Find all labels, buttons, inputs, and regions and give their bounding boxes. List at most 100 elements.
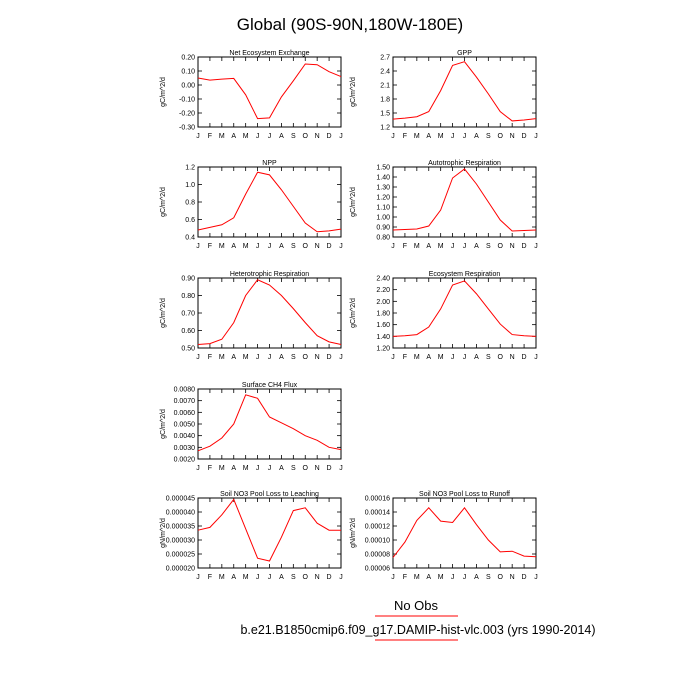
x-tick-label: J	[256, 574, 260, 581]
x-tick-label: J	[256, 133, 260, 140]
y-tick-label: 0.8	[185, 200, 195, 207]
x-tick-label: J	[451, 574, 455, 581]
x-tick-label: D	[327, 243, 332, 250]
x-tick-label: M	[219, 133, 225, 140]
x-tick-label: A	[474, 574, 479, 581]
x-tick-label: A	[231, 465, 236, 472]
x-tick-label: O	[498, 133, 504, 140]
x-tick-label: A	[231, 354, 236, 361]
x-tick-label: J	[463, 574, 467, 581]
panel-4: Autotrophic Respiration 0.80 0.90 1.00 1.10 1…	[350, 160, 538, 250]
x-tick-label: J	[391, 354, 395, 361]
x-tick-label: A	[231, 243, 236, 250]
y-tick-label: 0.50	[181, 346, 195, 353]
y-tick-label: 0.0080	[174, 387, 196, 394]
x-tick-label: D	[522, 133, 527, 140]
x-tick-label: J	[196, 574, 200, 581]
x-tick-label: F	[208, 133, 212, 140]
x-tick-label: A	[279, 133, 284, 140]
x-tick-label: M	[414, 133, 420, 140]
x-tick-label: J	[339, 465, 343, 472]
x-tick-label: M	[438, 133, 444, 140]
x-tick-label: A	[231, 574, 236, 581]
x-tick-label: M	[438, 574, 444, 581]
plot-frame	[197, 497, 342, 569]
y-axis-label: gC/m^2/d	[350, 77, 357, 107]
y-tick-label: 2.4	[380, 69, 390, 76]
series-line	[197, 394, 342, 452]
x-tick-label: M	[243, 133, 249, 140]
x-tick-label: D	[327, 133, 332, 140]
x-tick-label: O	[303, 133, 309, 140]
y-tick-label: 0.70	[181, 311, 195, 318]
y-tick-label: 0.000035	[166, 524, 195, 531]
x-tick-label: J	[196, 354, 200, 361]
x-tick-label: S	[291, 354, 296, 361]
y-axis-label: gN/m^2/d	[350, 518, 357, 548]
panel-5: Heterotrophic Respiration 0.50 0.60 0.70 0.8…	[160, 271, 343, 361]
x-tick-label: J	[339, 354, 343, 361]
y-tick-label: 1.0	[185, 182, 195, 189]
y-tick-label: 1.40	[376, 334, 390, 341]
y-tick-label: 1.80	[376, 311, 390, 318]
x-tick-label: A	[279, 243, 284, 250]
x-tick-label: M	[438, 243, 444, 250]
x-tick-label: N	[315, 354, 320, 361]
x-tick-label: M	[414, 574, 420, 581]
y-axis-label: gN/m^2/d	[160, 518, 167, 548]
x-tick-label: S	[291, 133, 296, 140]
x-tick-label: F	[403, 133, 407, 140]
x-tick-label: M	[219, 243, 225, 250]
y-tick-label: 1.50	[376, 165, 390, 172]
x-tick-label: S	[486, 354, 491, 361]
x-tick-label: A	[474, 354, 479, 361]
x-tick-label: F	[208, 465, 212, 472]
y-tick-label: 0.000025	[166, 552, 195, 559]
y-tick-label: 1.2	[380, 125, 390, 132]
y-tick-label: 0.0030	[174, 445, 196, 452]
y-tick-label: 0.0020	[174, 457, 196, 464]
y-tick-label: 0.0070	[174, 398, 196, 405]
x-tick-label: J	[534, 574, 538, 581]
x-tick-label: A	[426, 133, 431, 140]
x-tick-label: S	[486, 243, 491, 250]
series-line	[197, 171, 342, 233]
x-tick-label: D	[327, 574, 332, 581]
x-tick-label: J	[463, 243, 467, 250]
y-tick-label: 0.00014	[365, 510, 390, 517]
x-tick-label: F	[403, 354, 407, 361]
x-tick-label: J	[256, 354, 260, 361]
series-line	[392, 61, 537, 122]
y-tick-label: 1.2	[185, 165, 195, 172]
x-tick-label: S	[486, 574, 491, 581]
y-tick-label: 0.000045	[166, 496, 195, 503]
y-tick-label: 2.1	[380, 83, 390, 90]
x-tick-label: F	[403, 243, 407, 250]
x-tick-label: O	[498, 243, 504, 250]
x-tick-label: J	[463, 354, 467, 361]
series-line	[392, 506, 537, 558]
y-tick-label: 0.10	[181, 69, 195, 76]
x-tick-label: J	[451, 133, 455, 140]
x-tick-label: D	[522, 574, 527, 581]
series-line	[197, 279, 342, 345]
x-tick-label: M	[414, 243, 420, 250]
y-tick-label: 0.60	[181, 328, 195, 335]
x-tick-label: N	[510, 354, 515, 361]
y-tick-label: 1.40	[376, 175, 390, 182]
panel-title: Autotrophic Respiration	[428, 160, 501, 167]
y-tick-label: 2.20	[376, 287, 390, 294]
x-tick-label: M	[219, 354, 225, 361]
x-tick-label: D	[522, 354, 527, 361]
x-tick-label: A	[231, 133, 236, 140]
x-tick-label: J	[256, 243, 260, 250]
x-tick-label: O	[498, 354, 504, 361]
x-tick-label: J	[534, 243, 538, 250]
y-tick-label: 0.00012	[365, 524, 390, 531]
x-tick-label: O	[303, 243, 309, 250]
y-tick-label: 1.30	[376, 185, 390, 192]
y-tick-label: 0.000040	[166, 510, 195, 517]
x-tick-label: M	[243, 574, 249, 581]
x-tick-label: A	[279, 465, 284, 472]
